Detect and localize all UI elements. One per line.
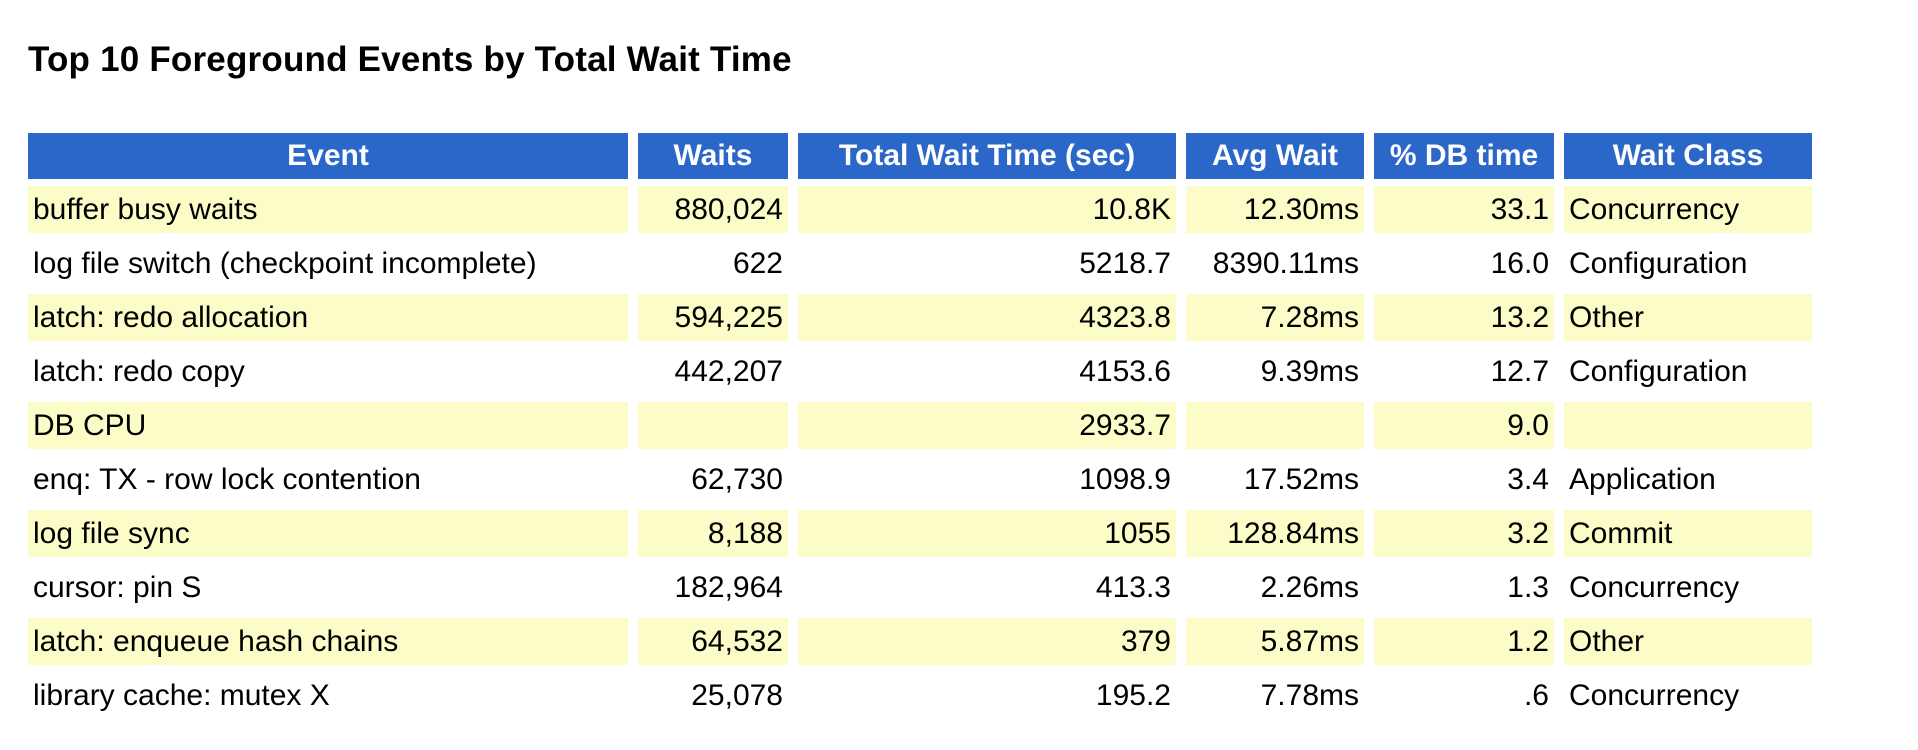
column-header-avg-wait: Avg Wait: [1186, 133, 1364, 180]
cell-waits: 8,188: [638, 510, 788, 558]
page-title: Top 10 Foreground Events by Total Wait T…: [28, 40, 792, 79]
table-row: latch: redo copy 442,207 4153.6 9.39ms 12.7 C…: [28, 348, 1812, 396]
table-row: log file switch (checkpoint incomplete) 6…: [28, 240, 1812, 288]
cell-pct-db-time: 16.0: [1374, 240, 1554, 288]
cell-avg-wait: 12.30ms: [1186, 186, 1364, 234]
cell-wait-class: Concurrency: [1564, 564, 1812, 612]
table-row: buffer busy waits 880,024 10.8K 12.30ms 33.1…: [28, 186, 1812, 234]
cell-total-wait-time: 1098.9: [798, 456, 1176, 504]
column-header-wait-class: Wait Class: [1564, 133, 1812, 180]
cell-avg-wait: 2.26ms: [1186, 564, 1364, 612]
cell-event: library cache: mutex X: [28, 672, 628, 720]
column-header-waits: Waits: [638, 133, 788, 180]
cell-wait-class: Other: [1564, 294, 1812, 342]
cell-wait-class: Application: [1564, 456, 1812, 504]
table-row: latch: enqueue hash chains 64,532 379 5.87m…: [28, 618, 1812, 666]
cell-event: DB CPU: [28, 402, 628, 450]
cell-pct-db-time: .6: [1374, 672, 1554, 720]
cell-wait-class: [1564, 402, 1812, 450]
cell-avg-wait: 8390.11ms: [1186, 240, 1364, 288]
cell-pct-db-time: 9.0: [1374, 402, 1554, 450]
table-row: library cache: mutex X 25,078 195.2 7.78ms.…: [28, 672, 1812, 720]
cell-wait-class: Other: [1564, 618, 1812, 666]
cell-waits: 442,207: [638, 348, 788, 396]
cell-waits: 64,532: [638, 618, 788, 666]
cell-total-wait-time: 413.3: [798, 564, 1176, 612]
cell-avg-wait: 7.78ms: [1186, 672, 1364, 720]
cell-waits: 880,024: [638, 186, 788, 234]
cell-event: buffer busy waits: [28, 186, 628, 234]
cell-pct-db-time: 33.1: [1374, 186, 1554, 234]
cell-avg-wait: 7.28ms: [1186, 294, 1364, 342]
cell-pct-db-time: 3.2: [1374, 510, 1554, 558]
cell-total-wait-time: 4153.6: [798, 348, 1176, 396]
cell-avg-wait: 17.52ms: [1186, 456, 1364, 504]
cell-pct-db-time: 1.2: [1374, 618, 1554, 666]
cell-waits: 622: [638, 240, 788, 288]
header-row: Event Waits Total Wait Time (sec) Avg Wa…: [28, 133, 1812, 180]
cell-total-wait-time: 4323.8: [798, 294, 1176, 342]
cell-total-wait-time: 2933.7: [798, 402, 1176, 450]
cell-avg-wait: [1186, 402, 1364, 450]
cell-wait-class: Concurrency: [1564, 186, 1812, 234]
cell-avg-wait: 5.87ms: [1186, 618, 1364, 666]
cell-waits: 62,730: [638, 456, 788, 504]
cell-event: log file switch (checkpoint incomplete): [28, 240, 628, 288]
cell-event: latch: redo copy: [28, 348, 628, 396]
cell-avg-wait: 128.84ms: [1186, 510, 1364, 558]
cell-total-wait-time: 379: [798, 618, 1176, 666]
cell-wait-class: Configuration: [1564, 240, 1812, 288]
column-header-total-wait-time: Total Wait Time (sec): [798, 133, 1176, 180]
table-header: Event Waits Total Wait Time (sec) Avg Wa…: [28, 133, 1812, 180]
cell-waits: 25,078: [638, 672, 788, 720]
table-row: DB CPU 2933.7 9.0: [28, 402, 1812, 450]
cell-event: latch: redo allocation: [28, 294, 628, 342]
cell-total-wait-time: 1055: [798, 510, 1176, 558]
cell-event: latch: enqueue hash chains: [28, 618, 628, 666]
cell-wait-class: Concurrency: [1564, 672, 1812, 720]
wait-events-table: Event Waits Total Wait Time (sec) Avg Wa…: [18, 126, 1822, 726]
table-row: cursor: pin S 182,964 413.3 2.26ms 1.3 Concur…: [28, 564, 1812, 612]
cell-avg-wait: 9.39ms: [1186, 348, 1364, 396]
column-header-pct-db-time: % DB time: [1374, 133, 1554, 180]
cell-event: enq: TX - row lock contention: [28, 456, 628, 504]
cell-wait-class: Configuration: [1564, 348, 1812, 396]
cell-pct-db-time: 1.3: [1374, 564, 1554, 612]
cell-pct-db-time: 13.2: [1374, 294, 1554, 342]
cell-total-wait-time: 195.2: [798, 672, 1176, 720]
cell-waits: [638, 402, 788, 450]
cell-waits: 594,225: [638, 294, 788, 342]
table-body: buffer busy waits 880,024 10.8K 12.30ms 33.1…: [28, 186, 1812, 720]
table-row: enq: TX - row lock contention 62,730 1098.…: [28, 456, 1812, 504]
cell-waits: 182,964: [638, 564, 788, 612]
cell-event: log file sync: [28, 510, 628, 558]
cell-event: cursor: pin S: [28, 564, 628, 612]
cell-total-wait-time: 5218.7: [798, 240, 1176, 288]
cell-total-wait-time: 10.8K: [798, 186, 1176, 234]
table-row: latch: redo allocation 594,225 4323.8 7.28m…: [28, 294, 1812, 342]
column-header-event: Event: [28, 133, 628, 180]
cell-pct-db-time: 3.4: [1374, 456, 1554, 504]
cell-wait-class: Commit: [1564, 510, 1812, 558]
cell-pct-db-time: 12.7: [1374, 348, 1554, 396]
table-row: log file sync 8,188 1055 128.84ms 3.2 Commit: [28, 510, 1812, 558]
